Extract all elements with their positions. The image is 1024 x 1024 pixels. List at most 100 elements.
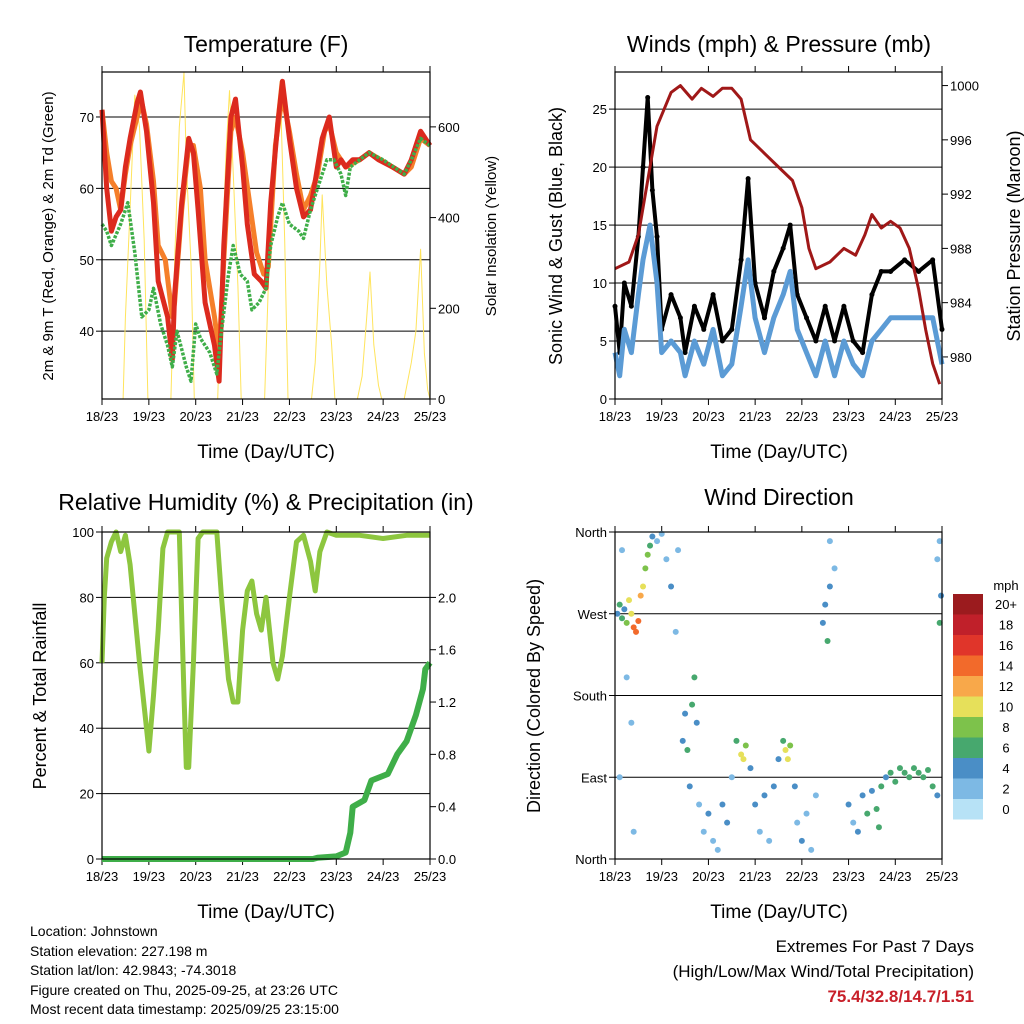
pressure-ylabel: Station Pressure (Maroon) (1004, 130, 1024, 341)
direction-point (621, 606, 628, 613)
direction-point (920, 774, 927, 781)
y-right-tick-label: 0 (438, 392, 445, 407)
series-pressure (614, 84, 942, 385)
winds-ylabel: Sonic Wind & Gust (Blue, Black) (546, 107, 566, 365)
gust-point (787, 222, 793, 228)
direction-point (826, 538, 833, 545)
direction-point (819, 619, 826, 626)
direction-point (633, 628, 640, 635)
direction-point (619, 547, 626, 554)
figure-created: Figure created on Thu, 2025-09-25, at 23… (30, 981, 338, 998)
x-tick-label: 18/23 (86, 869, 119, 884)
direction-point (647, 542, 654, 549)
direction-point (864, 810, 871, 817)
x-tick-label: 23/23 (832, 869, 865, 884)
y-tick-label: East (581, 770, 607, 785)
humidity-ylabel: Percent & Total Rainfall (30, 603, 50, 790)
direction-point (689, 701, 696, 708)
plot-frame (101, 71, 431, 400)
legend-swatch (953, 717, 983, 738)
y-right-tick-label: 980 (950, 350, 972, 365)
x-tick-label: 24/23 (879, 409, 912, 424)
direction-point (682, 710, 689, 717)
y-tick-label: 20 (593, 160, 607, 175)
direction-point (812, 792, 819, 799)
x-tick-label: 19/23 (645, 869, 678, 884)
direction-point (906, 774, 913, 781)
direction-point (808, 846, 815, 853)
direction-point (663, 556, 670, 563)
wind-direction-xlabel: Time (Day/UTC) (710, 902, 848, 923)
x-tick-label: 19/23 (133, 869, 166, 884)
y-right-tick-label: 1.6 (438, 643, 456, 658)
direction-point (644, 551, 651, 558)
plot-frame (101, 531, 431, 860)
humidity-title: Relative Humidity (%) & Precipitation (i… (58, 489, 473, 515)
y-right-tick-label: 1.2 (438, 695, 456, 710)
y-tick-label: 70 (80, 110, 94, 125)
direction-point (936, 619, 943, 626)
y-tick-label: 100 (72, 525, 94, 540)
direction-point (936, 538, 943, 545)
direction-point (705, 810, 712, 817)
direction-point (747, 765, 754, 772)
direction-point (924, 766, 931, 773)
legend-label: 12 (999, 679, 1013, 694)
direction-point (887, 769, 894, 776)
direction-point (868, 787, 875, 794)
direction-point (878, 783, 885, 790)
direction-point (831, 565, 838, 572)
solar-ylabel: Solar Insolation (Yellow) (483, 156, 500, 316)
direction-point (696, 801, 703, 808)
direction-point (791, 783, 798, 790)
direction-point (824, 638, 831, 644)
direction-point (616, 774, 623, 781)
y-right-tick-label: 600 (438, 120, 460, 135)
x-tick-label: 18/23 (86, 409, 119, 424)
direction-point (693, 719, 700, 726)
series-solar (102, 72, 431, 400)
legend-swatch (953, 778, 983, 799)
x-tick-label: 20/23 (179, 869, 212, 884)
y-tick-label: South (573, 689, 607, 704)
x-tick-label: 24/23 (879, 869, 912, 884)
direction-point (787, 742, 794, 749)
x-tick-label: 21/23 (226, 409, 259, 424)
y-right-tick-label: 984 (950, 296, 972, 311)
gust-point (888, 268, 894, 274)
legend-label: 14 (999, 659, 1013, 674)
direction-point (654, 538, 661, 545)
direction-point (626, 597, 633, 604)
y-right-tick-label: 996 (950, 133, 972, 148)
winds-title: Winds (mph) & Pressure (mb) (627, 31, 931, 57)
y-tick-label: 60 (80, 656, 94, 671)
direction-point (710, 837, 717, 844)
y-tick-label: North (575, 525, 607, 540)
plot-frame (614, 71, 943, 400)
gust-point (710, 292, 716, 298)
direction-point (724, 819, 731, 826)
legend-label: 16 (999, 638, 1013, 653)
y-tick-label: 50 (80, 253, 94, 268)
direction-point (700, 828, 707, 835)
x-tick-label: 20/23 (692, 409, 725, 424)
gust-point (645, 95, 651, 101)
y-right-tick-label: 0.4 (438, 800, 456, 815)
gust-point (930, 257, 936, 263)
gust-point (916, 268, 922, 274)
direction-point (896, 765, 903, 772)
gust-point (654, 234, 660, 240)
y-tick-label: 80 (80, 590, 94, 605)
legend-swatch (953, 758, 983, 779)
direction-point (684, 747, 691, 753)
x-tick-label: 22/23 (273, 409, 306, 424)
direction-point (794, 819, 801, 826)
direction-point (630, 828, 637, 835)
legend-label: 20+ (995, 597, 1017, 612)
x-tick-label: 18/23 (599, 869, 632, 884)
gust-point (752, 280, 758, 286)
gust-point (794, 292, 800, 298)
direction-point (784, 756, 791, 763)
elevation: Station elevation: 227.198 m (30, 942, 208, 959)
